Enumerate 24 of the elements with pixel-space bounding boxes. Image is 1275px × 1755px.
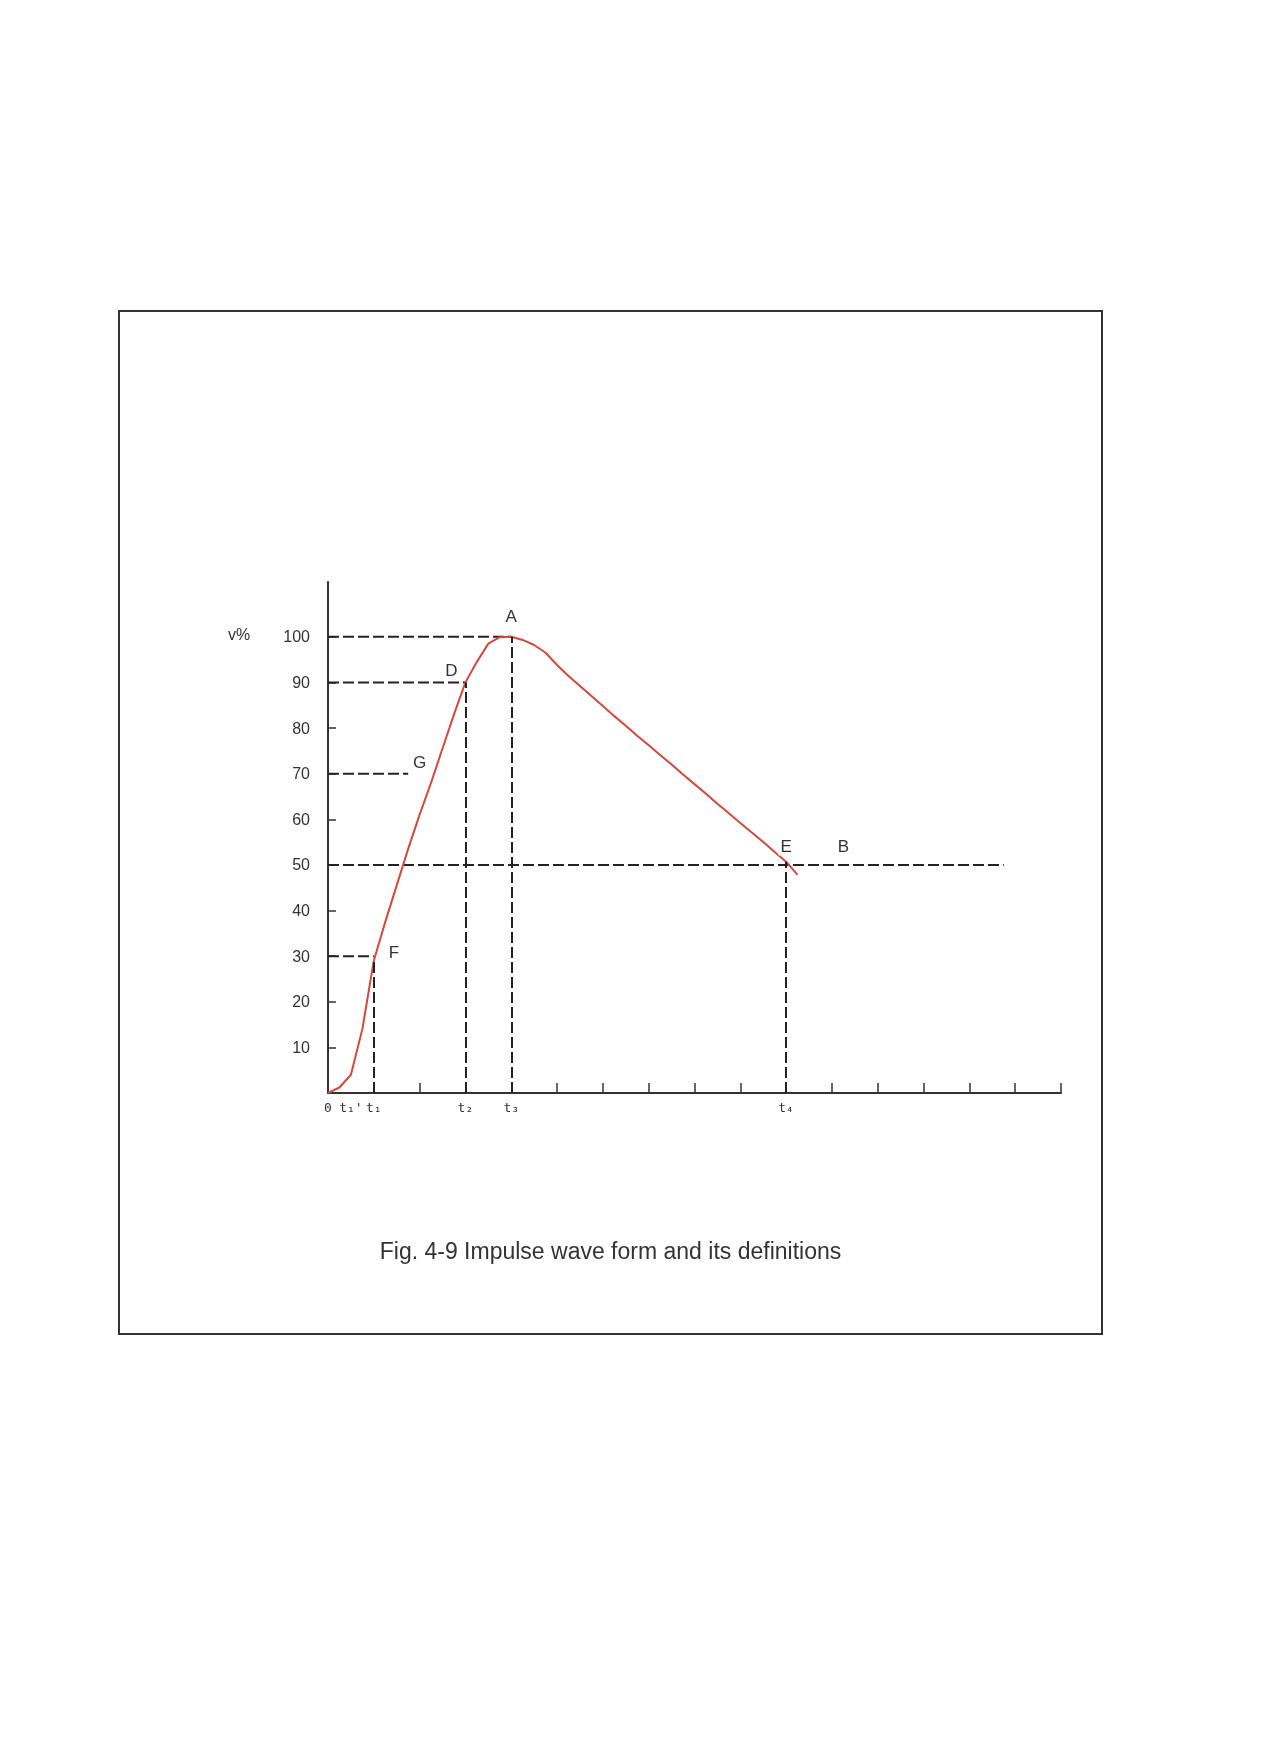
y-tick-label: 20	[292, 993, 311, 1011]
y-tick-label: 90	[292, 673, 311, 691]
y-tick-label: 50	[292, 856, 311, 874]
x-tick-label: t₄	[778, 1100, 794, 1115]
annotation: D	[445, 660, 458, 680]
y-tick-label: 60	[292, 810, 311, 828]
y-axis-title: v%	[228, 626, 251, 644]
annotation: E	[780, 837, 792, 857]
y-tick-label: 70	[292, 765, 311, 783]
y-tick-label: 40	[292, 902, 311, 919]
y-tick-label: 100	[283, 628, 311, 646]
y-tick-label: 10	[292, 1038, 311, 1056]
x-tick-label: t₁	[365, 1100, 382, 1115]
annotation: G	[413, 752, 427, 772]
annotation: A	[505, 607, 518, 627]
x-tick-label: t₁'	[339, 1100, 363, 1115]
x-tick-label: t₂	[457, 1100, 474, 1115]
caption: Fig. 4-9 Impulse wave form and its definitions	[378, 1238, 843, 1265]
x-tick-label: 0	[324, 1100, 332, 1115]
y-tick-label: 80	[292, 719, 311, 737]
y-tick-label: 30	[292, 947, 311, 965]
x-tick-label: t₃	[503, 1100, 520, 1115]
annotation: F	[388, 942, 400, 962]
annotation: B	[837, 837, 850, 857]
